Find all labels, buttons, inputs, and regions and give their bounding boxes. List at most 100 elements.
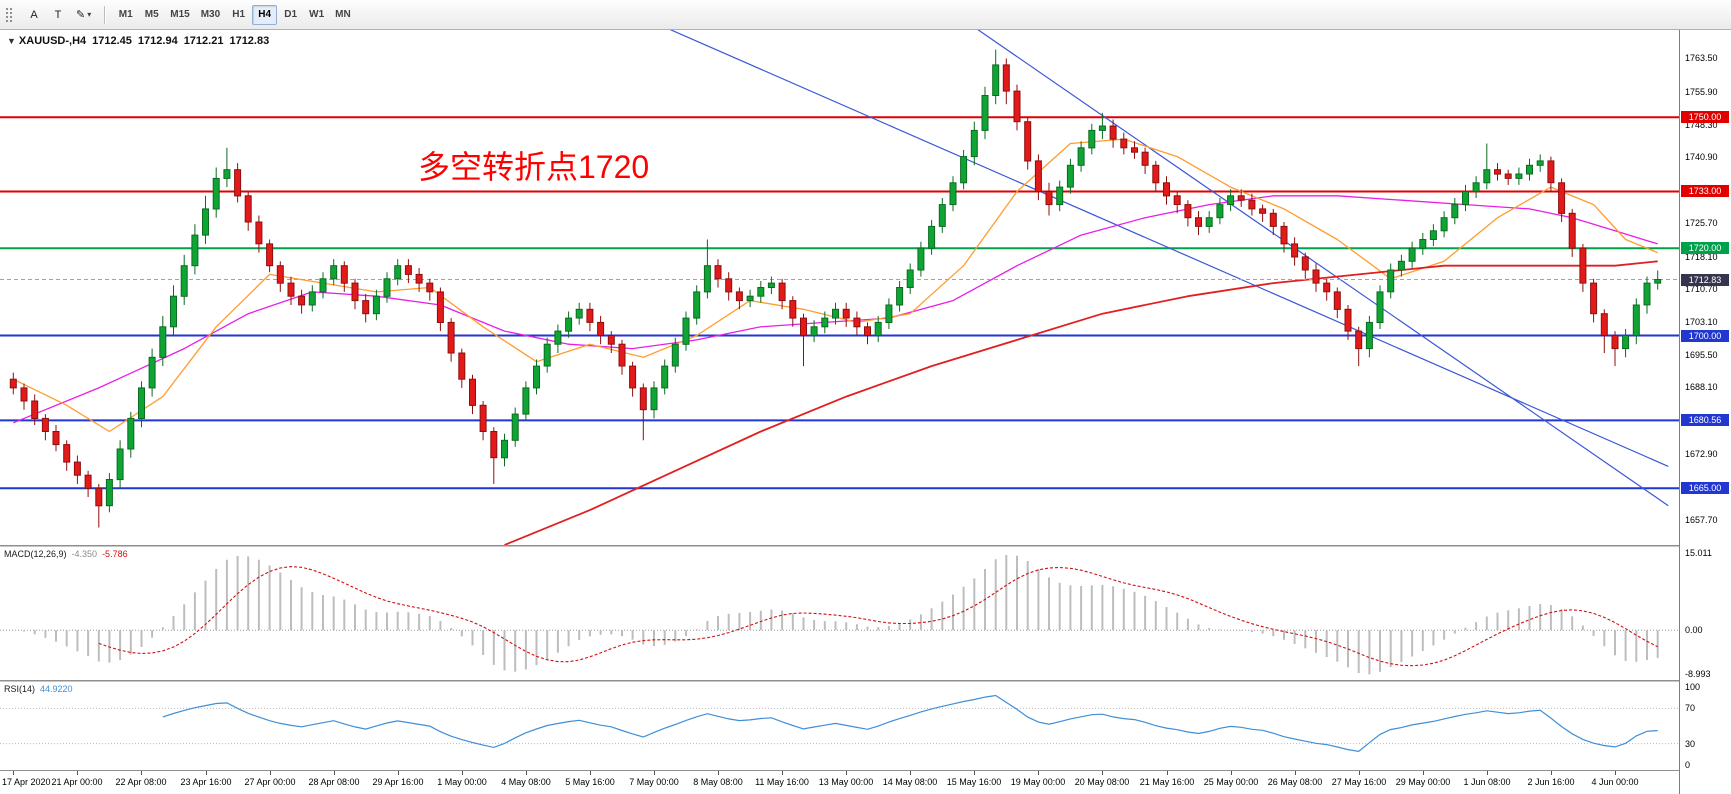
time-label: 1 Jun 08:00 [1463, 777, 1511, 787]
macd-signal-line [98, 566, 1658, 667]
macd-axis-tick: -8.993 [1685, 669, 1711, 679]
price-axis[interactable]: 1763.501755.901748.301740.901733.301725.… [1679, 30, 1731, 794]
tf-button-w1[interactable]: W1 [304, 5, 329, 25]
time-label: 2 Jun 16:00 [1527, 777, 1575, 787]
price-tick: 1748.30 [1685, 120, 1718, 130]
pencil-icon: ✎ [76, 9, 86, 21]
time-tick [1295, 771, 1296, 775]
price-tick: 1718.10 [1685, 252, 1718, 262]
price-tag-1665.00: 1665.00 [1681, 482, 1729, 494]
time-label: 11 May 16:00 [755, 777, 809, 787]
macd-label: MACD(12,26,9) -4.350 -5.786 [4, 549, 128, 559]
time-tick [141, 771, 142, 775]
time-label: 8 May 08:00 [693, 777, 743, 787]
time-label: 20 May 08:00 [1074, 777, 1130, 787]
current-price-tag: 1712.83 [1681, 274, 1729, 286]
draw-tool-button[interactable]: ✎ ▾ [71, 5, 96, 25]
time-label: 26 May 08:00 [1267, 777, 1323, 787]
time-tick [846, 771, 847, 775]
macd-axis-tick: 0.00 [1685, 625, 1703, 635]
price-tick: 1703.10 [1685, 317, 1718, 327]
time-tick [718, 771, 719, 775]
rsi-axis-tick: 0 [1685, 760, 1691, 770]
time-label: 15 May 16:00 [946, 777, 1002, 787]
time-tick [398, 771, 399, 775]
ma-long-red [504, 260, 1658, 545]
time-label: 14 May 08:00 [882, 777, 938, 787]
tf-button-h4[interactable]: H4 [252, 4, 278, 25]
price-tick: 1672.90 [1685, 449, 1718, 459]
text-tool-button[interactable]: T [47, 5, 69, 25]
time-tick [77, 771, 78, 775]
main-chart-canvas[interactable]: ▼ XAUUSD-,H4 1712.45 1712.94 1712.21 1712.83 … [0, 30, 1679, 545]
time-tick [13, 771, 14, 775]
time-tick [206, 771, 207, 775]
tf-button-h1[interactable]: H1 [226, 5, 251, 25]
time-tick [1423, 771, 1424, 775]
chart-symbol-header: ▼ XAUUSD-,H4 1712.45 1712.94 1712.21 1712.83 [7, 35, 269, 47]
time-label: 28 Apr 08:00 [308, 777, 360, 787]
time-label: 17 Apr 2020 [2, 777, 51, 787]
trendline-1[interactable] [611, 30, 1669, 467]
symbol-label: XAUUSD-,H4 [18, 35, 87, 47]
rsi-pane-canvas[interactable]: RSI(14) 44.9220 [0, 682, 1679, 770]
chart-annotation-text[interactable]: 多空转折点1720 [418, 149, 650, 185]
ohlc-low: 1712.21 [183, 35, 224, 47]
time-label: 22 Apr 08:00 [115, 777, 167, 787]
macd-axis-tick: 15.011 [1685, 548, 1712, 558]
time-tick [974, 771, 975, 775]
price-tick: 1688.10 [1685, 382, 1718, 392]
time-label: 4 Jun 00:00 [1591, 777, 1639, 787]
time-tick [526, 771, 527, 775]
time-label: 19 May 00:00 [1010, 777, 1066, 787]
macd-histogram [23, 555, 1659, 675]
price-tag-1733.00: 1733.00 [1681, 185, 1729, 197]
price-tick: 1657.70 [1685, 515, 1718, 525]
tf-button-mn[interactable]: MN [330, 5, 356, 25]
rsi-axis-tick: 100 [1685, 682, 1701, 692]
pane-separator-1[interactable] [0, 545, 1731, 547]
chevron-down-icon: ▾ [87, 10, 92, 19]
time-tick [654, 771, 655, 775]
rsi-axis-tick: 30 [1685, 739, 1696, 749]
tf-button-m1[interactable]: M1 [113, 5, 138, 25]
pane-separator-2[interactable] [0, 680, 1731, 682]
toolbar-drag-handle[interactable] [5, 6, 14, 23]
price-tick: 1763.50 [1685, 53, 1718, 63]
rsi-axis-tick: 70 [1685, 703, 1696, 713]
time-tick [1038, 771, 1039, 775]
macd-name: MACD(12,26,9) [4, 549, 67, 559]
time-tick [590, 771, 591, 775]
symbol-dropdown-icon[interactable]: ▼ [7, 36, 16, 46]
price-tick: 1740.90 [1685, 152, 1718, 162]
tf-button-m5[interactable]: M5 [139, 5, 164, 25]
price-tag-1720.00: 1720.00 [1681, 242, 1729, 254]
ohlc-high: 1712.94 [137, 35, 178, 47]
time-label: 13 May 00:00 [818, 777, 874, 787]
time-tick [1487, 771, 1488, 775]
tf-button-m30[interactable]: M30 [196, 5, 225, 25]
time-label: 29 Apr 16:00 [372, 777, 424, 787]
time-label: 27 Apr 00:00 [244, 777, 296, 787]
macd-pane-canvas[interactable]: MACD(12,26,9) -4.350 -5.786 [0, 547, 1679, 680]
tf-button-d1[interactable]: D1 [278, 5, 303, 25]
toolbar: A T ✎ ▾ M1 M5 M15 M30 H1 H4 D1 W1 MN [0, 0, 1731, 30]
trendline-2[interactable] [953, 30, 1669, 507]
time-tick [1231, 771, 1232, 775]
time-tick [270, 771, 271, 775]
time-tick [1551, 771, 1552, 775]
time-tick [910, 771, 911, 775]
price-tick: 1710.70 [1685, 284, 1718, 294]
time-label: 29 May 00:00 [1395, 777, 1451, 787]
time-label: 27 May 16:00 [1331, 777, 1387, 787]
price-tick: 1755.90 [1685, 87, 1718, 97]
time-label: 4 May 08:00 [501, 777, 551, 787]
time-axis[interactable]: 17 Apr 2020 21 Apr 00:00 22 Apr 08:00 23 Ap… [0, 770, 1679, 794]
arrow-tool-button[interactable]: A [23, 5, 45, 25]
tf-button-m15[interactable]: M15 [165, 5, 194, 25]
price-tag-1700.00: 1700.00 [1681, 330, 1729, 342]
time-tick [334, 771, 335, 775]
time-label: 21 Apr 00:00 [51, 777, 103, 787]
time-label: 23 Apr 16:00 [180, 777, 232, 787]
